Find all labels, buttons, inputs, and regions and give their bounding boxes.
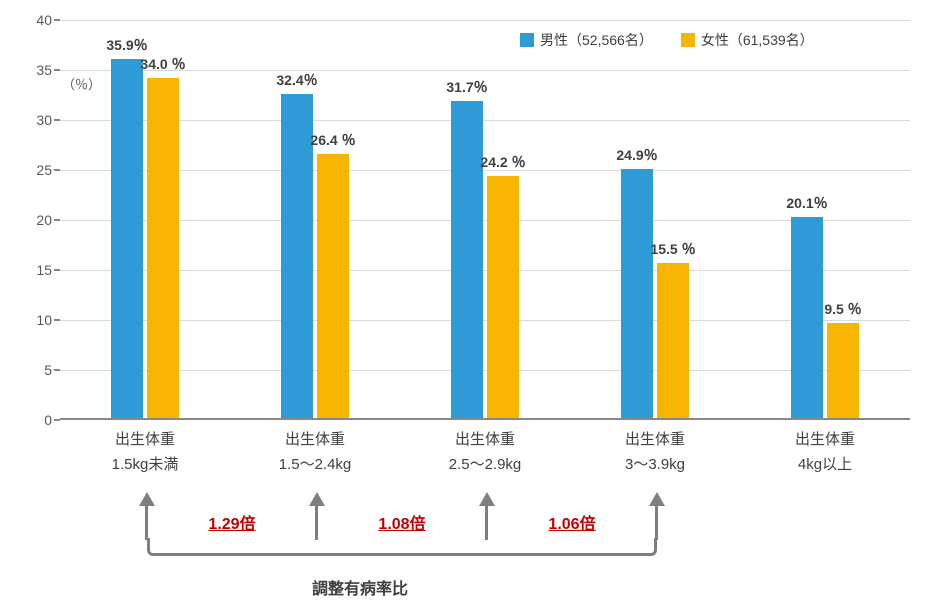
y-tick-label: 35 — [20, 62, 60, 78]
legend-label: 女性（61,539名） — [701, 30, 814, 50]
bar-group: 31.7％24.2 ％ — [451, 101, 519, 418]
ratio-stem — [485, 506, 488, 540]
bar-value-label: 26.4 ％ — [310, 130, 355, 154]
ratio-value: 1.08倍 — [378, 510, 425, 534]
legend-swatch — [681, 33, 695, 47]
x-tick-label: 出生体重1.5kg未満 — [112, 418, 179, 474]
bar-value-label: 20.1％ — [786, 193, 827, 217]
bar-group: 35.9％34.0 ％ — [111, 59, 179, 418]
arrow-up-icon — [649, 492, 665, 506]
y-tick-label: 25 — [20, 162, 60, 178]
x-tick-label: 出生体重1.5～2.4kg — [279, 418, 352, 474]
y-tick-label: 0 — [20, 412, 60, 428]
gridline — [60, 70, 910, 71]
bar: 24.9％ — [621, 169, 653, 418]
bar: 34.0 ％ — [147, 78, 179, 418]
arrow-up-icon — [479, 492, 495, 506]
x-tick-label: 出生体重3～3.9kg — [625, 418, 685, 474]
bar-value-label: 34.0 ％ — [140, 54, 185, 78]
ratio-title: 調整有病率比 — [312, 575, 408, 599]
bar-group: 24.9％15.5 ％ — [621, 169, 689, 418]
bar-value-label: 9.5 ％ — [824, 299, 861, 323]
bar: 9.5 ％ — [827, 323, 859, 418]
y-axis-unit: （％） — [62, 74, 101, 93]
y-tick-label: 10 — [20, 312, 60, 328]
y-tick-label: 20 — [20, 212, 60, 228]
y-tick-label: 15 — [20, 262, 60, 278]
bar-group: 20.1％9.5 ％ — [791, 217, 859, 418]
ratio-bracket — [147, 538, 657, 556]
bar: 15.5 ％ — [657, 263, 689, 418]
y-tick-label: 5 — [20, 362, 60, 378]
bar: 20.1％ — [791, 217, 823, 418]
bar-value-label: 15.5 ％ — [650, 239, 695, 263]
gridline — [60, 20, 910, 21]
ratio-value: 1.29倍 — [208, 510, 255, 534]
ratio-value: 1.06倍 — [548, 510, 595, 534]
bar-value-label: 31.7％ — [446, 77, 487, 101]
arrow-up-icon — [309, 492, 325, 506]
arrow-up-icon — [139, 492, 155, 506]
ratio-stem — [315, 506, 318, 540]
ratio-stem — [145, 506, 148, 540]
bar-value-label: 24.9％ — [616, 145, 657, 169]
birthweight-chart: 051015202530354035.9％34.0 ％出生体重1.5kg未満32… — [0, 0, 930, 610]
legend-item: 男性（52,566名） — [520, 30, 653, 50]
bar: 32.4％ — [281, 94, 313, 418]
y-tick-label: 30 — [20, 112, 60, 128]
x-tick-label: 出生体重2.5～2.9kg — [449, 418, 522, 474]
plot-area: 051015202530354035.9％34.0 ％出生体重1.5kg未満32… — [60, 20, 910, 420]
bar: 24.2 ％ — [487, 176, 519, 418]
bar: 35.9％ — [111, 59, 143, 418]
x-tick-label: 出生体重4kg以上 — [795, 418, 855, 474]
legend-label: 男性（52,566名） — [540, 30, 653, 50]
bar-value-label: 24.2 ％ — [480, 152, 525, 176]
ratio-stem — [655, 506, 658, 540]
bar: 26.4 ％ — [317, 154, 349, 418]
bar-value-label: 32.4％ — [276, 70, 317, 94]
legend-item: 女性（61,539名） — [681, 30, 814, 50]
bar: 31.7％ — [451, 101, 483, 418]
legend: 男性（52,566名） 女性（61,539名） — [520, 30, 814, 50]
y-tick-label: 40 — [20, 12, 60, 28]
legend-swatch — [520, 33, 534, 47]
bar-group: 32.4％26.4 ％ — [281, 94, 349, 418]
